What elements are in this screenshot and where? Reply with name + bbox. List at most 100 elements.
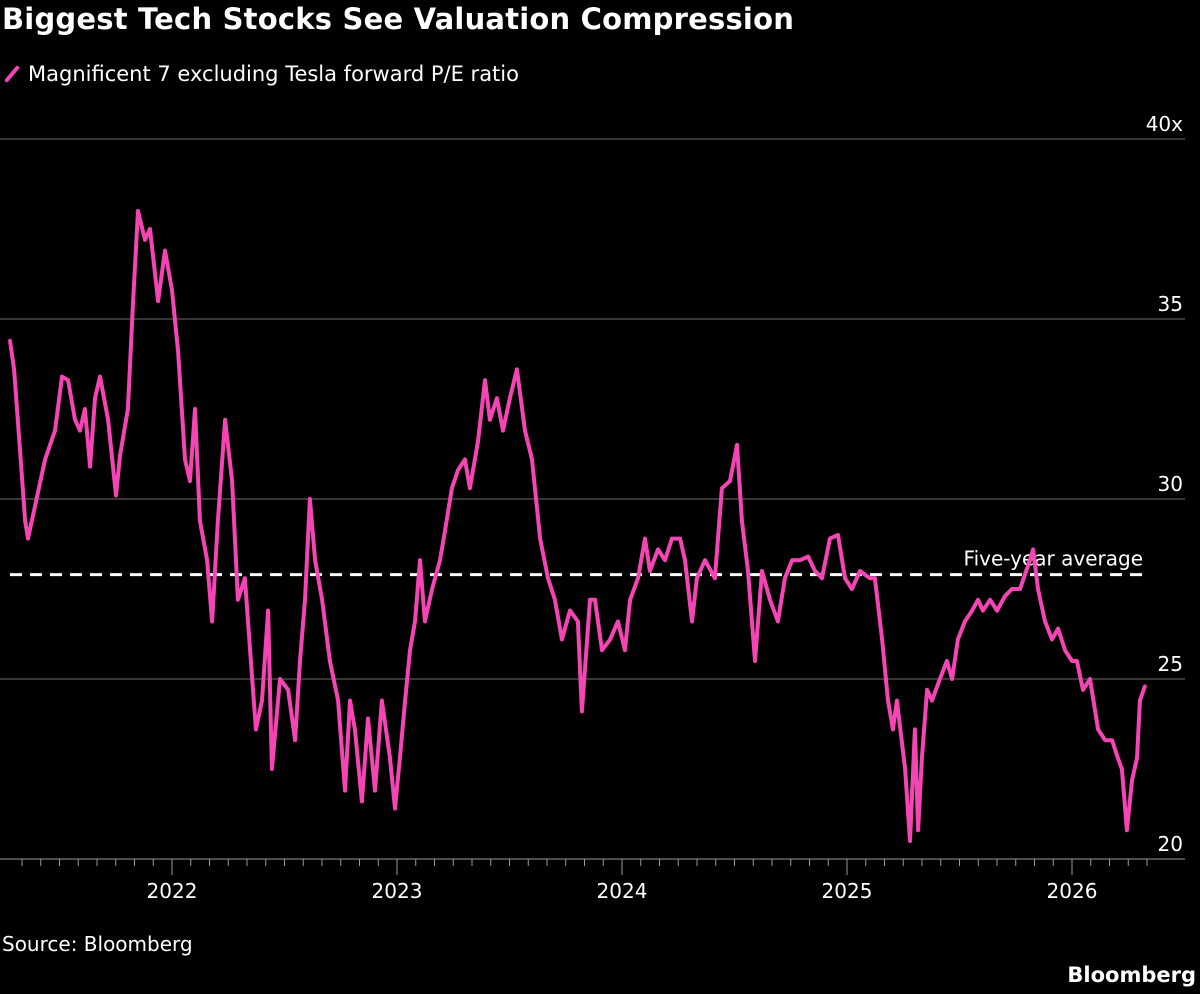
data-point	[60, 374, 64, 379]
x-tick-label: 2026	[1047, 879, 1098, 903]
data-point	[670, 536, 674, 541]
data-point	[8, 338, 12, 343]
data-point	[903, 767, 907, 771]
data-point	[636, 576, 640, 580]
data-point	[1110, 738, 1114, 742]
data-point	[320, 598, 324, 602]
data-point	[343, 788, 347, 793]
data-point	[1031, 547, 1035, 552]
data-point	[236, 598, 240, 602]
data-point	[380, 698, 384, 703]
data-point	[418, 558, 422, 562]
data-point	[131, 299, 135, 303]
data-point	[568, 608, 572, 613]
data-point	[740, 518, 744, 523]
data-point	[970, 608, 974, 613]
data-point	[450, 486, 454, 491]
data-point	[210, 619, 214, 624]
y-tick-label: 40x	[1146, 112, 1183, 136]
data-point	[1075, 659, 1079, 663]
data-point	[523, 428, 527, 433]
data-point	[1081, 688, 1085, 692]
data-point	[23, 518, 27, 523]
data-point	[176, 349, 180, 354]
data-point	[393, 806, 397, 811]
data-point	[156, 299, 160, 303]
data-point	[663, 558, 667, 562]
data-point	[366, 716, 370, 721]
data-point	[193, 407, 197, 411]
data-point	[254, 727, 258, 732]
data-point	[413, 619, 417, 624]
data-point	[12, 367, 16, 372]
series-line	[8, 209, 1147, 843]
data-point	[695, 576, 699, 580]
data-point	[143, 238, 147, 242]
data-point	[880, 637, 884, 642]
data-point	[163, 248, 167, 253]
data-point	[78, 428, 82, 433]
data-point	[776, 619, 780, 624]
data-point	[950, 677, 954, 681]
data-point	[850, 587, 854, 591]
data-point	[580, 709, 584, 714]
data-point	[1010, 587, 1014, 591]
data-point	[1138, 698, 1142, 703]
data-point	[266, 608, 270, 613]
data-point	[1143, 684, 1147, 688]
y-tick-label: 25	[1158, 652, 1183, 676]
data-point	[963, 619, 967, 624]
data-point	[216, 518, 220, 523]
data-point	[136, 209, 140, 213]
data-point	[683, 558, 687, 562]
data-point	[248, 648, 252, 652]
data-point	[508, 396, 512, 401]
data-point	[895, 698, 899, 703]
data-point	[643, 536, 647, 541]
data-point	[806, 554, 810, 559]
data-point	[886, 698, 890, 703]
data-point	[183, 457, 187, 462]
data-point	[495, 396, 499, 401]
data-point	[286, 688, 290, 692]
bloomberg-logo: Bloomberg	[1067, 963, 1196, 987]
x-tick-label: 2023	[372, 879, 423, 903]
data-point	[430, 587, 434, 591]
data-point	[83, 407, 87, 411]
data-point	[293, 738, 297, 742]
legend-label: Magnificent 7 excluding Tesla forward P/…	[28, 62, 519, 86]
data-point	[720, 486, 724, 491]
data-point	[945, 659, 949, 663]
data-point	[270, 767, 274, 771]
data-point	[88, 464, 92, 469]
data-point	[456, 468, 460, 473]
data-point	[114, 493, 118, 498]
data-point	[656, 547, 660, 552]
data-point	[463, 457, 467, 462]
data-point	[858, 569, 862, 573]
data-point	[760, 569, 764, 573]
data-point	[703, 558, 707, 562]
data-point	[328, 659, 332, 663]
data-point	[348, 698, 352, 703]
data-point	[388, 756, 392, 760]
data-point	[1018, 587, 1022, 591]
data-point	[1135, 756, 1139, 760]
data-point	[188, 479, 192, 483]
data-point	[588, 598, 592, 602]
data-point	[868, 576, 872, 580]
data-point	[336, 698, 340, 703]
data-point	[746, 569, 750, 573]
data-point	[93, 396, 97, 401]
data-point	[423, 619, 427, 624]
data-point	[205, 558, 209, 562]
data-point	[18, 446, 22, 451]
data-point	[198, 518, 202, 523]
data-point	[260, 698, 264, 703]
data-point	[360, 799, 364, 804]
data-point	[843, 576, 847, 580]
data-point	[1088, 677, 1092, 681]
data-point	[1043, 619, 1047, 624]
data-point	[303, 598, 307, 602]
data-point	[678, 536, 682, 541]
